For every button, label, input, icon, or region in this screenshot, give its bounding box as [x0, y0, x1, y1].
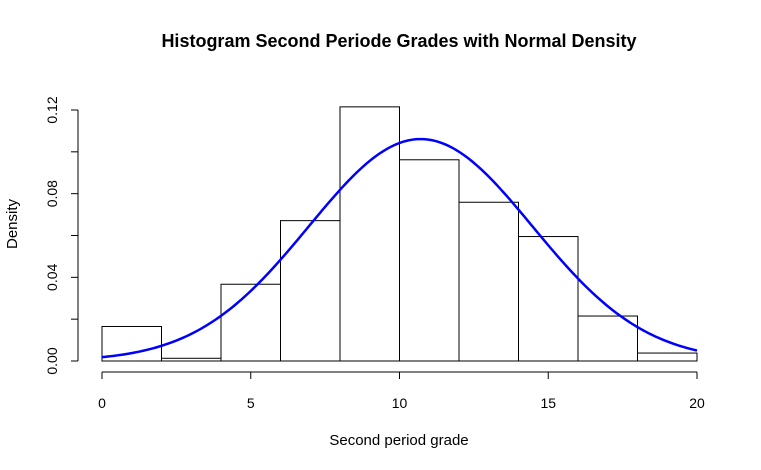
- x-tick-label-4: 20: [689, 395, 705, 411]
- histogram-bar-2: [220, 283, 281, 362]
- x-axis: 0 5 10 15 20: [98, 371, 705, 411]
- y-tick-label-3: 0.12: [44, 96, 60, 123]
- histogram-bars: [101, 106, 698, 362]
- y-tick-label-1: 0.04: [44, 263, 60, 290]
- histogram-bar-5: [399, 159, 460, 362]
- histogram-bar-9: [637, 352, 698, 362]
- histogram-bar-8: [577, 315, 638, 362]
- x-tick-label-0: 0: [98, 395, 106, 411]
- histogram-bar-4: [339, 106, 400, 362]
- y-tick-label-2: 0.08: [44, 180, 60, 207]
- y-axis: 0.00 0.04 0.08 0.12: [44, 96, 79, 375]
- x-tick-label-1: 5: [247, 395, 255, 411]
- y-tick-label-0: 0.00: [44, 347, 60, 374]
- x-tick-label-2: 10: [392, 395, 408, 411]
- histogram-bar-6: [458, 201, 519, 362]
- histogram-bar-1: [161, 357, 222, 362]
- chart-title: Histogram Second Periode Grades with Nor…: [161, 31, 636, 51]
- x-tick-label-3: 15: [540, 395, 556, 411]
- normal-density-curve: [101, 137, 698, 359]
- y-axis-label: Density: [4, 198, 21, 249]
- x-axis-label: Second period grade: [329, 432, 468, 449]
- histogram-bar-3: [280, 220, 341, 362]
- histogram-bar-7: [518, 236, 579, 362]
